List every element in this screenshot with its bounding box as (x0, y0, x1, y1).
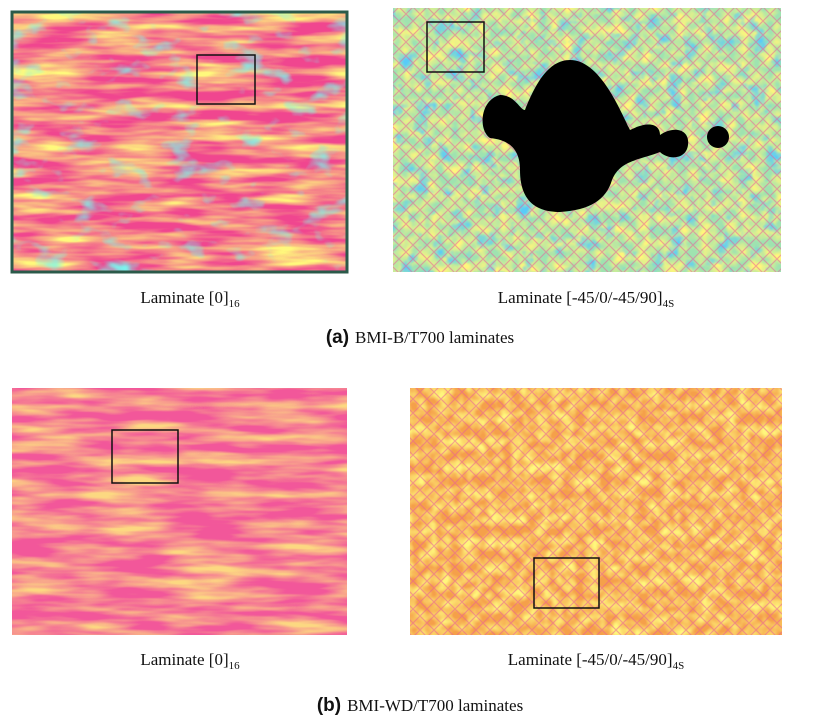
subscript: 16 (229, 660, 241, 672)
panel-label: (b) (317, 695, 341, 716)
subscript: 4S (663, 298, 675, 310)
image-label: Laminate [-45/0/-45/90]4S (498, 288, 674, 310)
c-scan-image (12, 388, 347, 635)
subscript: 16 (229, 298, 241, 310)
subscript: 4S (673, 660, 685, 672)
c-scan-image (393, 8, 781, 272)
panel-label: (a) (326, 327, 349, 348)
image-label: Laminate [0]16 (140, 650, 240, 672)
c-scan-image (10, 10, 349, 274)
c-scan-image (410, 388, 782, 635)
caption-text: BMI-B/T700 laminates (355, 328, 514, 347)
label-text: Laminate [0] (140, 650, 228, 669)
label-text: Laminate [-45/0/-45/90] (508, 650, 673, 669)
image-label: Laminate [-45/0/-45/90]4S (508, 650, 684, 672)
panel-caption: (b) BMI-WD/T700 laminates (317, 695, 523, 716)
caption-text: BMI-WD/T700 laminates (347, 696, 523, 715)
image-label: Laminate [0]16 (140, 288, 240, 310)
label-text: Laminate [-45/0/-45/90] (498, 288, 663, 307)
label-text: Laminate [0] (140, 288, 228, 307)
panel-caption: (a) BMI-B/T700 laminates (326, 327, 514, 348)
